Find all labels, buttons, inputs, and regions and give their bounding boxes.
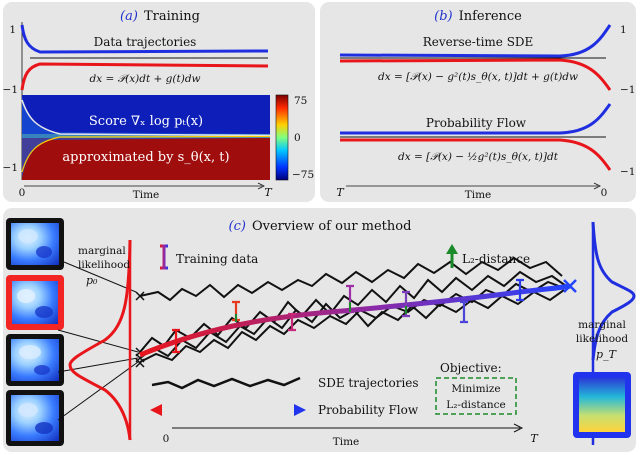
panel-b-xtick-start: T xyxy=(336,186,345,199)
panel-b-pf-equation: dx = [𝒫(x) − ½g²(t)s_θ(x, t)]dt xyxy=(398,151,559,163)
panel-b: (b) Inference 1 −1 −1 Reverse-time SDE dx… xyxy=(320,2,636,202)
right-marginal-density xyxy=(591,221,636,361)
panel-a-approx-label: approximated by s_θ(x, t) xyxy=(62,150,229,165)
panel-b-ytick-bottom-2: −1 xyxy=(620,166,635,178)
probability-flow-end-marker xyxy=(563,279,577,293)
sample-tile-2-highlighted xyxy=(6,275,64,330)
panel-c: (c) Overview of our method xyxy=(3,208,636,452)
panel-a-xtick-start: 0 xyxy=(19,187,26,199)
right-marginal-label-2: likelihood xyxy=(576,333,628,345)
panel-b-sde-blue xyxy=(339,24,612,58)
panel-a-score-heatmap: Score ∇ₓ log pₜ(x) approximated by s_θ(x… xyxy=(21,95,271,180)
legend-l2-label: L₂-distance xyxy=(462,252,530,266)
panel-c-x-label: Time xyxy=(333,436,360,448)
panel-a-title: (a) Training xyxy=(120,9,200,24)
panel-a-blue-trajectory xyxy=(20,24,269,54)
panel-b-sde-label: Reverse-time SDE xyxy=(423,35,534,49)
colorbar-mid-label: 0 xyxy=(294,132,301,144)
panel-a: (a) Training 1 −1 −1 Data trajectories dx… xyxy=(3,2,315,202)
panel-b-xtick-end: 0 xyxy=(601,187,608,199)
panel-a-x-label: Time xyxy=(133,189,160,201)
panel-a-colorbar xyxy=(275,94,289,181)
left-marginal-label-1: marginal xyxy=(78,245,126,257)
panel-a-ytick-bottom-2: −1 xyxy=(3,162,18,174)
panel-a-curve-label: Data trajectories xyxy=(94,35,197,49)
panel-b-title: (b) Inference xyxy=(434,9,522,24)
objective-title: Objective: xyxy=(440,361,502,375)
panel-a-red-trajectory xyxy=(20,62,269,91)
sde-trajectories-icon xyxy=(151,376,301,390)
sample-tile-3 xyxy=(6,334,64,386)
sample-tile-t xyxy=(573,372,631,438)
panel-c-xtick-end: T xyxy=(530,432,539,445)
panel-b-sde-equation: dx = [𝒫(x) − g²(t)s_θ(x, t)]dt + g(t)dw xyxy=(378,71,578,83)
panel-a-score-label: Score ∇ₓ log pₜ(x) xyxy=(89,114,203,129)
right-marginal-label-1: marginal xyxy=(578,319,626,331)
right-marginal-label-3: p_T xyxy=(596,348,618,361)
left-marginal-label-2: likelihood xyxy=(78,259,130,271)
legend-training-data-label: Training data xyxy=(176,252,258,266)
sde-start-markers xyxy=(135,291,145,368)
panel-a-ytick-top: 1 xyxy=(9,24,16,36)
l2-distance-ticks xyxy=(235,302,407,322)
panel-b-pf-label: Probability Flow xyxy=(426,116,527,130)
legend-training-data: Training data xyxy=(160,244,258,270)
training-data-icon xyxy=(160,244,168,270)
left-marginal-label-3: p₀ xyxy=(86,274,98,287)
left-marginal-density xyxy=(68,239,132,441)
training-data-points xyxy=(172,278,524,354)
legend-l2-distance: L₂-distance xyxy=(446,244,530,268)
colorbar-min-label: −75 xyxy=(292,169,314,181)
legend-pf-label: Probability Flow xyxy=(318,403,419,417)
panel-b-sde-red xyxy=(339,58,612,91)
objective-box xyxy=(435,377,517,415)
objective-line-2: L₂-distance xyxy=(446,399,506,411)
panel-b-ytick-bottom: −1 xyxy=(620,84,635,96)
probability-flow-curve xyxy=(139,283,571,358)
panel-c-xtick-start: 0 xyxy=(163,433,170,445)
panel-a-equation: dx = 𝒫(x)dt + g(t)dw xyxy=(89,73,200,85)
panel-c-title: (c) Overview of our method xyxy=(229,219,412,234)
sample-tile-4 xyxy=(6,390,64,446)
colorbar-max-label: 75 xyxy=(294,95,307,107)
panel-b-background xyxy=(320,2,636,202)
legend-sde-label: SDE trajectories xyxy=(318,376,419,390)
panel-b-pf-blue xyxy=(340,103,612,135)
panel-b-x-label: Time xyxy=(465,189,492,201)
panel-a-ytick-bottom: −1 xyxy=(3,84,18,96)
sample-tile-1 xyxy=(6,218,64,270)
panel-a-xtick-end: T xyxy=(264,186,273,199)
panel-b-ytick-top: 1 xyxy=(620,24,627,36)
panel-b-pf-red xyxy=(340,138,612,171)
objective-line-1: Minimize xyxy=(451,383,500,395)
